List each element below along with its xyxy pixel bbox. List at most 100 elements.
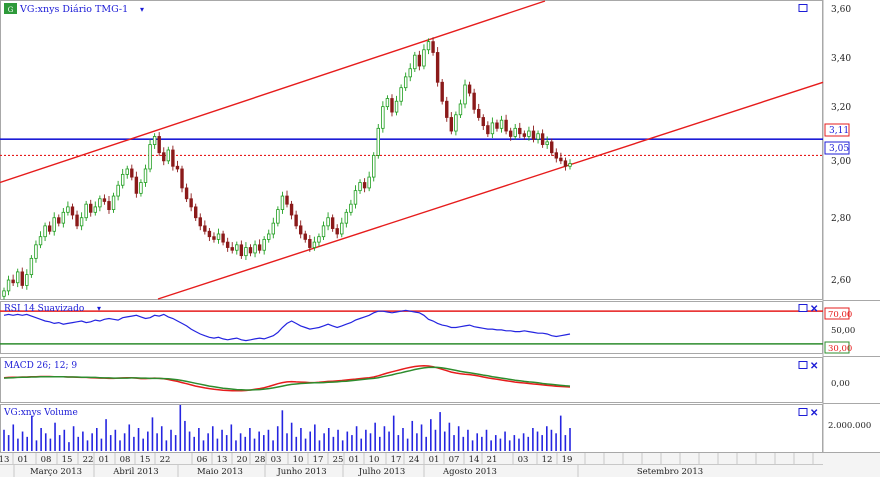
candle-body [70,206,75,216]
day-label: 01 [429,455,440,465]
macd-panel-title[interactable]: MACD 26; 12; 9 [4,361,77,371]
candle-body [157,136,161,154]
day-label: 06 [197,455,208,465]
candle-body [454,114,458,132]
candle-body [235,244,239,251]
day-label: 14 [469,455,480,465]
day-label: 22 [160,455,171,465]
macd-maximize-icon[interactable] [798,361,808,369]
candle-body [499,119,504,129]
day-label: 19 [562,455,573,465]
candle-body [107,201,111,211]
day-label: 01 [18,455,29,465]
candle-body [321,225,326,238]
candle-body [20,271,24,286]
candle-body [207,230,212,238]
candle-body [463,84,467,105]
candle-body [340,222,344,235]
candle-body [262,238,266,251]
candle-body [554,152,559,159]
candle-body [285,195,289,205]
month-label: Junho 2013 [276,467,326,477]
candle-body [522,133,527,137]
rsi-tick-30: 30,00 [828,344,852,354]
candle-body [29,257,34,276]
candle-body [477,108,481,118]
rsi-line [3,309,571,342]
candle-body [244,247,248,257]
candle-body [116,184,120,197]
candle-body [203,225,207,232]
volume-close-icon[interactable]: ✕ [810,408,818,419]
candle-body [239,244,244,257]
day-label: 03 [518,455,529,465]
candle-body [308,238,312,248]
rsi-tick-30-frame [824,341,850,354]
day-label: 08 [41,455,52,465]
macd-close-icon[interactable]: ✕ [810,361,818,372]
indicator-icon[interactable] [4,3,17,14]
candle-body [545,141,549,145]
candle-body [66,206,70,213]
volume-panel-title[interactable]: VG:xnys Volume [3,408,78,418]
candle-body [102,198,107,202]
candle-body [527,130,531,137]
candle-body [508,130,513,137]
candle-body [189,198,193,208]
volume-tick: 2.000.000 [828,421,871,431]
candle-body [353,190,358,205]
macd-panel [0,357,823,403]
candle-body [120,173,125,186]
candle-body [431,41,435,53]
candle-body [84,203,88,219]
candle-body [198,217,202,227]
month-label: Abril 2013 [112,467,158,477]
day-label: 13 [217,455,228,465]
candle-body [317,236,321,243]
candle-body [171,149,175,167]
candle-body [11,279,15,284]
rsi-maximize-icon[interactable] [798,304,808,312]
day-label: 21 [487,455,498,465]
rsi-title-dropdown-icon[interactable]: ▾ [97,304,101,313]
candle-body [440,81,444,102]
candle-body [568,163,572,167]
candle-body [280,195,285,211]
candle-body [349,203,353,213]
price-panel-title[interactable]: VG:xnys Diário TMG-1 [19,4,128,15]
candle-body [152,136,157,145]
candle-body [422,49,426,67]
candle-body [490,122,495,135]
candle-body [563,160,568,167]
month-label: Março 2013 [30,467,82,477]
rsi-tick-70: 70,00 [828,310,852,320]
candle-body [139,182,143,194]
day-label: 25 [333,455,344,465]
indicator-icon-glyph: G [8,6,14,14]
candle-body [518,127,522,135]
candle-body [289,203,294,216]
day-label: 28 [255,455,266,465]
candle-body [162,152,166,162]
volume-maximize-icon[interactable] [798,408,808,416]
day-label: 01 [349,455,360,465]
candle-body [435,52,440,83]
rsi-close-icon[interactable]: ✕ [810,304,818,315]
price-title-dropdown-icon[interactable]: ▾ [140,5,144,14]
candle-body [43,225,47,238]
price-maximize-icon[interactable] [798,4,808,12]
candle-body [248,247,253,254]
candle-body [93,206,97,213]
rsi-panel-title[interactable]: RSI 14 Suavizado [4,304,84,314]
candle-body [148,144,152,170]
day-label: 08 [120,455,131,465]
blue-line-badge: 3,11 [829,126,849,136]
candle-body [298,225,303,235]
candle-body [362,182,367,189]
candle-body [312,241,317,248]
candle-body [25,274,29,286]
price-panel [0,0,823,300]
candle-body [472,92,476,110]
candle-body [326,217,330,227]
